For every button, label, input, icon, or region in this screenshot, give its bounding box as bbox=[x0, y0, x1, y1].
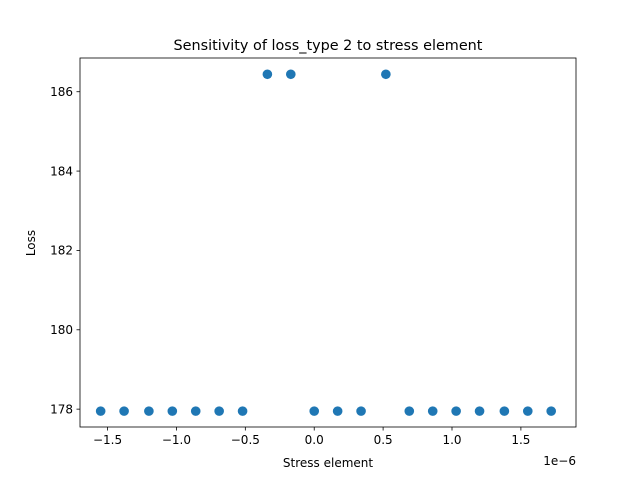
data-point bbox=[262, 69, 273, 80]
y-tick-label: 184 bbox=[50, 164, 73, 178]
data-points bbox=[95, 69, 556, 416]
data-point bbox=[332, 406, 343, 416]
data-point bbox=[522, 406, 533, 416]
plot-frame bbox=[79, 57, 577, 428]
plot-area bbox=[80, 58, 576, 427]
data-point bbox=[95, 406, 106, 416]
x-tick-label: −1.0 bbox=[162, 433, 191, 447]
y-tick-label: 182 bbox=[50, 244, 73, 258]
data-point bbox=[119, 406, 129, 416]
data-point bbox=[144, 406, 154, 416]
y-axis-ticks: 178 180 182 184 186 bbox=[50, 85, 80, 416]
data-point bbox=[286, 69, 296, 80]
x-tick-label: 0.5 bbox=[374, 433, 393, 447]
x-axis-offset-label: 1e−6 bbox=[543, 454, 576, 468]
data-point bbox=[167, 406, 178, 416]
data-point bbox=[190, 406, 201, 416]
y-tick-label: 186 bbox=[50, 85, 73, 99]
y-tick-label: 180 bbox=[50, 323, 73, 337]
data-point bbox=[427, 406, 438, 416]
data-point bbox=[381, 69, 391, 80]
data-point bbox=[404, 406, 415, 416]
data-point bbox=[214, 406, 224, 416]
x-tick-label: −0.5 bbox=[231, 433, 260, 447]
x-tick-label: 0.0 bbox=[305, 433, 324, 447]
y-tick-label: 178 bbox=[50, 402, 73, 416]
data-point bbox=[546, 406, 556, 416]
x-tick-label: 1.5 bbox=[511, 433, 530, 447]
data-point bbox=[474, 406, 485, 416]
data-point bbox=[451, 406, 461, 416]
data-point bbox=[237, 406, 248, 416]
x-axis-ticks: −1.5 −1.0 −0.5 0.0 0.5 1.0 1.5 bbox=[93, 427, 530, 447]
x-tick-label: −1.5 bbox=[93, 433, 122, 447]
x-axis-label: Stress element bbox=[283, 456, 373, 470]
x-tick-label: 1.0 bbox=[442, 433, 461, 447]
y-axis-label: Loss bbox=[24, 230, 38, 256]
data-point bbox=[356, 406, 366, 416]
data-point bbox=[499, 406, 510, 416]
data-point bbox=[309, 406, 320, 416]
chart-title: Sensitivity of loss_type 2 to stress ele… bbox=[174, 38, 483, 54]
